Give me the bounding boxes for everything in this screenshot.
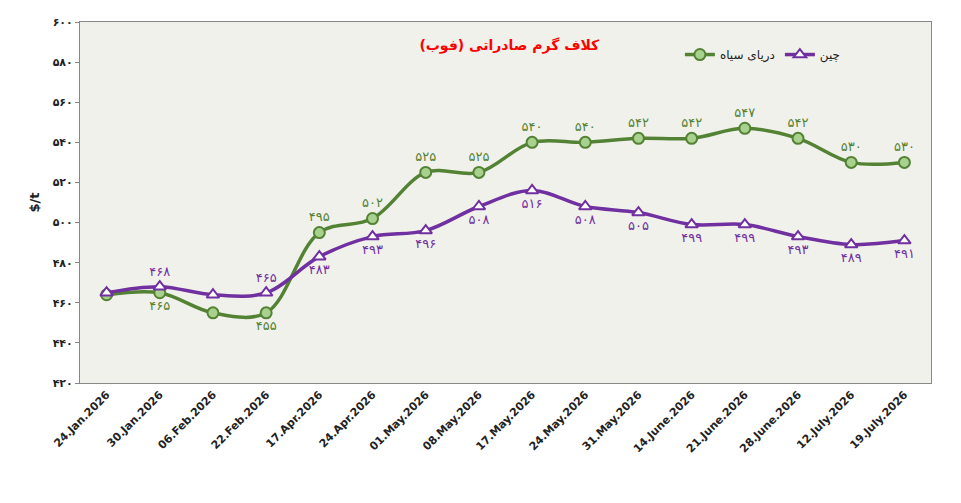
svg-text:۴۸۰: ۴۸۰ <box>53 257 73 270</box>
svg-text:۶۰۰: ۶۰۰ <box>53 16 73 29</box>
svg-text:۵۴۲: ۵۴۲ <box>628 115 649 130</box>
svg-text:۵۴۲: ۵۴۲ <box>788 115 809 130</box>
svg-text:۴۶۸: ۴۶۸ <box>149 264 170 279</box>
svg-text:دریای سیاه: دریای سیاه <box>720 48 775 63</box>
svg-text:۴۹۹: ۴۹۹ <box>681 230 702 245</box>
svg-text:01.May.2026: 01.May.2026 <box>367 388 432 453</box>
svg-text:کلاف گرم صادراتی (فوب): کلاف گرم صادراتی (فوب) <box>419 37 600 54</box>
svg-text:17.Apr.2026: 17.Apr.2026 <box>263 388 325 450</box>
svg-text:۴۸۹: ۴۸۹ <box>841 250 862 265</box>
svg-text:۵۴۰: ۵۴۰ <box>53 136 73 149</box>
svg-text:19.July.2026: 19.July.2026 <box>847 388 910 451</box>
svg-text:08.May.2026: 08.May.2026 <box>420 388 485 453</box>
svg-text:۵۱۶: ۵۱۶ <box>522 196 543 211</box>
svg-text:30.Jan.2026: 30.Jan.2026 <box>105 388 166 449</box>
svg-text:28.June.2026: 28.June.2026 <box>737 388 804 455</box>
svg-text:۴۹۹: ۴۹۹ <box>734 230 755 245</box>
svg-text:۴۹۱: ۴۹۱ <box>894 246 915 261</box>
svg-text:۵۶۰: ۵۶۰ <box>53 96 73 109</box>
svg-text:31.May.2026: 31.May.2026 <box>580 388 645 453</box>
svg-text:۵۲۵: ۵۲۵ <box>415 149 436 164</box>
svg-text:۴۴۰: ۴۴۰ <box>53 337 73 350</box>
svg-text:21.June.2026: 21.June.2026 <box>684 388 751 455</box>
svg-text:۴۹۳: ۴۹۳ <box>788 242 809 257</box>
svg-text:۵۳۰: ۵۳۰ <box>894 139 915 154</box>
svg-text:17.May.2026: 17.May.2026 <box>473 388 538 453</box>
svg-text:۴۹۵: ۴۹۵ <box>309 209 330 224</box>
svg-text:24.Jan.2026: 24.Jan.2026 <box>51 388 112 449</box>
svg-text:چین: چین <box>820 48 840 63</box>
svg-text:06.Feb.2026: 06.Feb.2026 <box>156 388 220 452</box>
svg-text:۵۴۷: ۵۴۷ <box>734 105 755 120</box>
svg-text:12.July.2026: 12.July.2026 <box>794 388 857 451</box>
svg-text:۴۶۵: ۴۶۵ <box>149 298 170 313</box>
svg-text:۵۲۵: ۵۲۵ <box>468 149 489 164</box>
svg-text:۴۵۵: ۴۵۵ <box>256 318 277 333</box>
svg-text:$/t: $/t <box>27 192 42 212</box>
svg-text:۵۰۲: ۵۰۲ <box>362 195 383 210</box>
svg-text:۵۴۰: ۵۴۰ <box>575 119 596 134</box>
svg-text:۵۰۸: ۵۰۸ <box>575 212 596 227</box>
svg-text:۵۴۲: ۵۴۲ <box>681 115 702 130</box>
svg-text:۵۰۰: ۵۰۰ <box>53 216 73 229</box>
svg-text:24.May.2026: 24.May.2026 <box>527 388 592 453</box>
svg-text:۴۶۰: ۴۶۰ <box>53 297 73 310</box>
svg-text:۴۹۳: ۴۹۳ <box>362 242 383 257</box>
svg-text:۵۴۰: ۵۴۰ <box>522 119 543 134</box>
svg-text:24.Apr.2026: 24.Apr.2026 <box>317 388 379 450</box>
svg-text:۴۲۰: ۴۲۰ <box>53 377 73 390</box>
svg-text:22.Feb.2026: 22.Feb.2026 <box>209 388 273 452</box>
svg-text:۵۰۵: ۵۰۵ <box>628 218 649 233</box>
svg-text:14.June.2026: 14.June.2026 <box>631 388 698 455</box>
svg-text:۵۳۰: ۵۳۰ <box>841 139 862 154</box>
svg-text:۵۰۸: ۵۰۸ <box>468 212 489 227</box>
svg-text:۴۹۶: ۴۹۶ <box>415 236 436 251</box>
svg-text:۵۸۰: ۵۸۰ <box>53 56 73 69</box>
svg-text:۵۲۰: ۵۲۰ <box>53 176 73 189</box>
svg-text:۴۶۵: ۴۶۵ <box>256 270 277 285</box>
svg-text:۴۸۳: ۴۸۳ <box>309 262 330 277</box>
